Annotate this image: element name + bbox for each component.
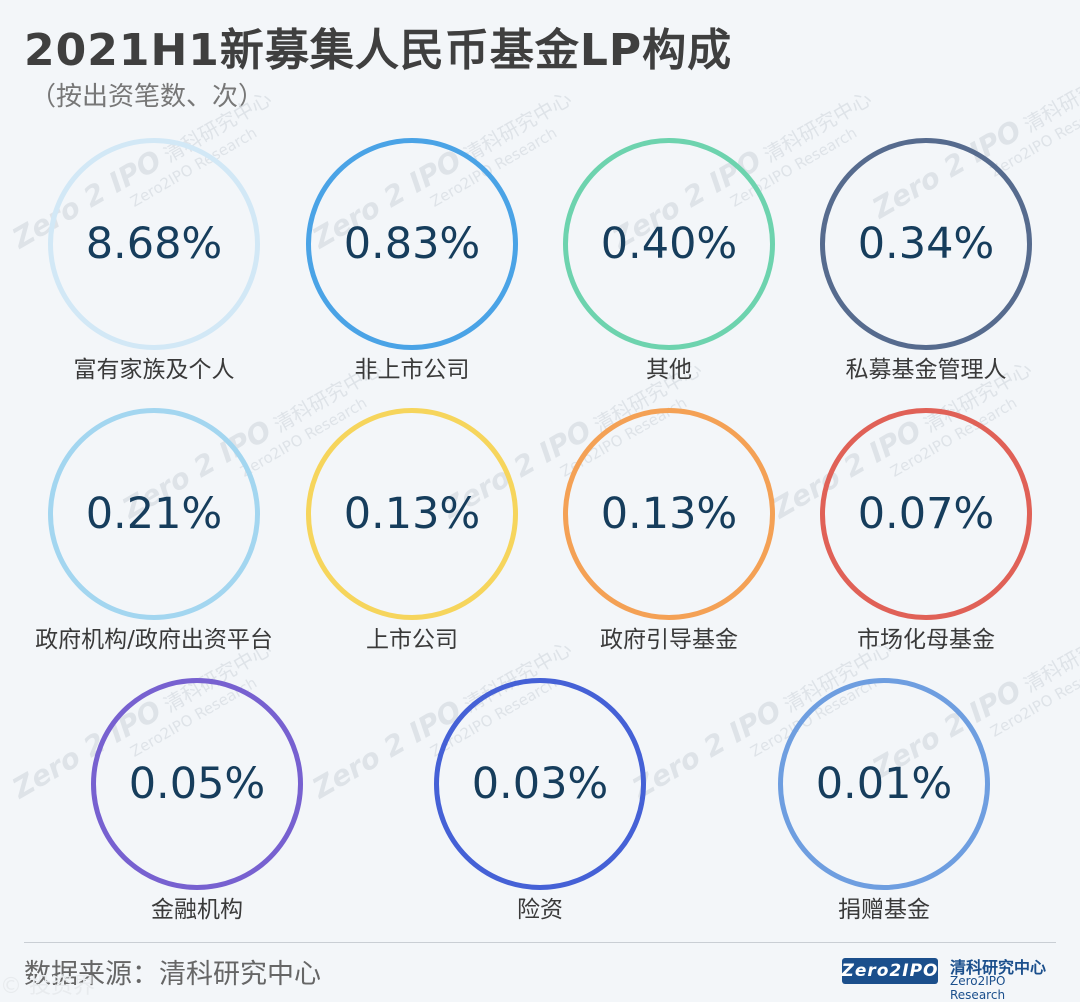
corner-watermark: © 投资界 (0, 974, 95, 999)
percentage-value: 0.05% (128, 759, 266, 809)
lp-category-card: 0.13% 政府引导基金 (559, 408, 779, 668)
percentage-value: 0.21% (85, 489, 223, 539)
category-label: 富有家族及个人 (73, 357, 235, 383)
watermark-zero-text: Zero 2 IPO (626, 693, 788, 806)
lp-category-card: 0.34% 私募基金管理人 (816, 138, 1036, 398)
logo-cn-text: 清科研究中心 (950, 958, 1047, 977)
lp-category-card: 0.05% 金融机构 (87, 678, 307, 938)
watermark-cn-text: 清科研究中心 (1019, 56, 1080, 138)
percentage-value: 0.40% (600, 219, 738, 269)
chart-subtitle: （按出资笔数、次） (30, 82, 265, 112)
logo-badge: Zero2IPO (842, 958, 938, 984)
percentage-value: 0.13% (600, 489, 738, 539)
lp-category-card: 0.03% 险资 (430, 678, 650, 938)
lp-category-card: 0.13% 上市公司 (302, 408, 522, 668)
category-label: 市场化母基金 (857, 627, 995, 653)
category-label: 金融机构 (151, 897, 243, 923)
chart-title: 2021H1新募集人民币基金LP构成 (24, 25, 733, 76)
logo-en-text: Zero2IPO Research (950, 974, 1006, 1002)
category-label: 上市公司 (366, 627, 458, 653)
percentage-value: 0.07% (857, 489, 995, 539)
category-label: 其他 (646, 357, 692, 383)
percentage-value: 8.68% (85, 219, 223, 269)
lp-category-card: 0.83% 非上市公司 (302, 138, 522, 398)
footer-divider (24, 942, 1056, 943)
category-label: 私募基金管理人 (845, 357, 1007, 383)
percentage-ring: 0.05% (91, 678, 303, 890)
lp-category-card: 0.21% 政府机构/政府出资平台 (35, 408, 273, 668)
category-label: 险资 (517, 897, 563, 923)
percentage-ring: 0.03% (434, 678, 646, 890)
lp-category-card: 0.01% 捐赠基金 (774, 678, 994, 938)
percentage-ring: 0.13% (563, 408, 775, 620)
percentage-ring: 0.01% (778, 678, 990, 890)
percentage-value: 0.03% (471, 759, 609, 809)
lp-category-card: 0.40% 其他 (559, 138, 779, 398)
percentage-ring: 8.68% (48, 138, 260, 350)
percentage-value: 0.01% (815, 759, 953, 809)
percentage-ring: 0.83% (306, 138, 518, 350)
lp-category-card: 0.07% 市场化母基金 (816, 408, 1036, 668)
lp-category-card: 8.68% 富有家族及个人 (44, 138, 264, 398)
percentage-value: 0.13% (343, 489, 481, 539)
data-source: 数据来源：清科研究中心 (24, 959, 321, 990)
category-label: 非上市公司 (354, 357, 470, 383)
percentage-ring: 0.07% (820, 408, 1032, 620)
category-label: 捐赠基金 (838, 897, 930, 923)
zero2ipo-logo: Zero2IPO 清科研究中心 Zero2IPO Research (842, 952, 1062, 1002)
percentage-value: 0.83% (343, 219, 481, 269)
percentage-ring: 0.13% (306, 408, 518, 620)
percentage-ring: 0.21% (48, 408, 260, 620)
percentage-value: 0.34% (857, 219, 995, 269)
category-label: 政府机构/政府出资平台 (35, 627, 273, 653)
percentage-ring: 0.34% (820, 138, 1032, 350)
category-label: 政府引导基金 (600, 627, 738, 653)
percentage-ring: 0.40% (563, 138, 775, 350)
